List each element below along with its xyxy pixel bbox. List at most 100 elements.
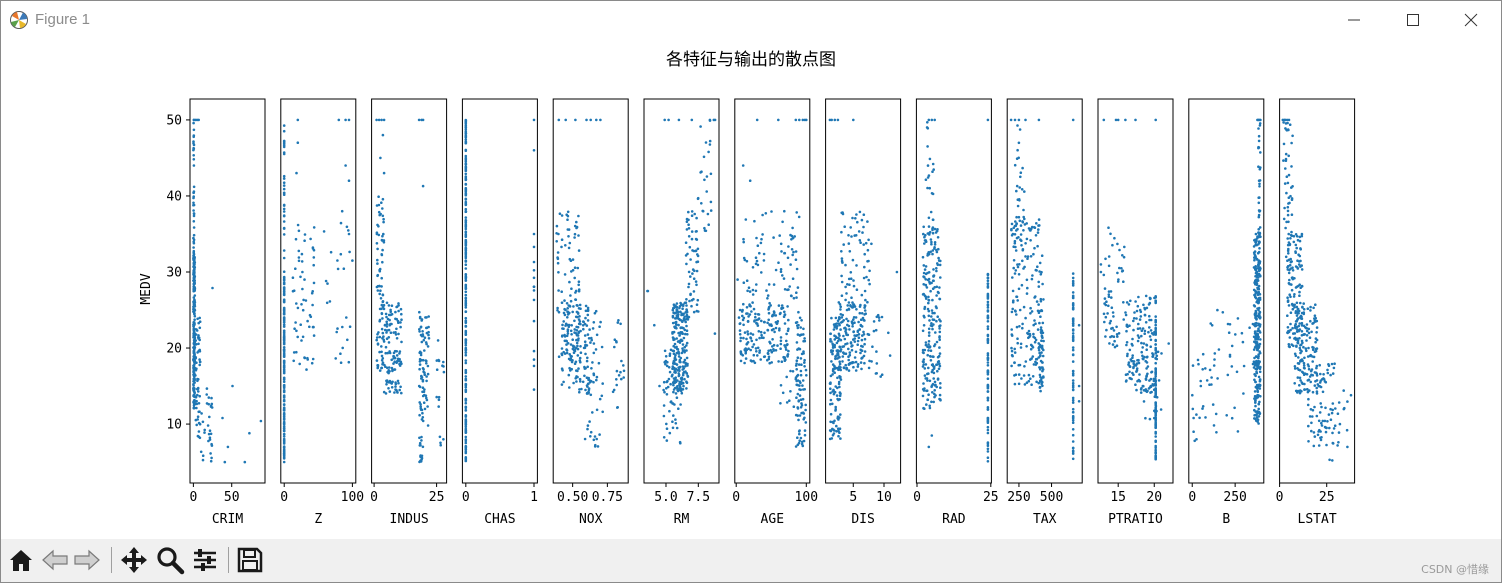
data-point bbox=[744, 218, 748, 221]
data-point bbox=[556, 257, 560, 261]
data-point bbox=[691, 272, 694, 275]
data-point bbox=[1017, 373, 1021, 376]
close-button[interactable] bbox=[1448, 1, 1494, 39]
data-point bbox=[1107, 293, 1111, 296]
data-point bbox=[1154, 420, 1157, 424]
data-point bbox=[853, 321, 856, 325]
data-point bbox=[925, 403, 928, 406]
data-point bbox=[678, 380, 681, 384]
data-point bbox=[755, 236, 758, 240]
data-point bbox=[596, 445, 600, 448]
data-point bbox=[1010, 228, 1013, 232]
data-point bbox=[986, 390, 990, 393]
data-point bbox=[767, 311, 771, 315]
data-point bbox=[1299, 314, 1303, 318]
data-point bbox=[935, 294, 938, 297]
back-button[interactable] bbox=[40, 545, 70, 575]
data-point bbox=[681, 365, 685, 368]
forward-button[interactable] bbox=[72, 545, 102, 575]
data-point bbox=[1031, 274, 1034, 277]
data-point bbox=[197, 321, 200, 325]
data-point bbox=[924, 178, 928, 181]
data-point bbox=[1235, 370, 1239, 374]
data-point bbox=[1071, 421, 1075, 425]
data-point bbox=[562, 311, 566, 315]
data-point bbox=[574, 377, 577, 380]
data-point bbox=[1288, 243, 1292, 247]
configure-button[interactable] bbox=[190, 545, 220, 575]
title-bar[interactable]: Figure 1 bbox=[1, 1, 1501, 39]
data-point bbox=[678, 334, 681, 337]
data-point bbox=[282, 359, 286, 363]
data-point bbox=[437, 405, 441, 408]
data-point bbox=[1154, 301, 1157, 304]
data-point bbox=[464, 176, 468, 180]
data-point bbox=[767, 357, 771, 361]
data-point bbox=[662, 414, 666, 418]
data-point bbox=[193, 314, 197, 318]
data-point bbox=[1291, 269, 1295, 272]
minimize-button[interactable] bbox=[1331, 1, 1377, 39]
data-point bbox=[681, 313, 685, 317]
home-button[interactable] bbox=[6, 545, 36, 575]
data-point bbox=[800, 404, 804, 407]
data-point bbox=[927, 445, 931, 449]
data-point bbox=[1153, 378, 1156, 382]
data-point bbox=[569, 299, 573, 303]
data-point bbox=[570, 355, 573, 358]
data-point bbox=[1029, 347, 1033, 351]
data-point bbox=[1071, 272, 1075, 275]
data-point bbox=[1154, 430, 1157, 434]
x-axis-label: DIS bbox=[851, 512, 874, 527]
data-point bbox=[757, 318, 760, 321]
plot-canvas[interactable]: 各特征与输出的散点图 MEDV 0 50 CRIM 10 20 30 40 50 0 100 Z 0 2… bbox=[1, 39, 1501, 539]
data-point bbox=[1305, 329, 1309, 333]
data-point bbox=[756, 346, 760, 350]
data-point bbox=[591, 327, 595, 330]
data-point bbox=[841, 355, 845, 358]
save-button[interactable] bbox=[235, 545, 265, 575]
data-point bbox=[380, 276, 384, 280]
data-point bbox=[1302, 366, 1306, 370]
data-point bbox=[677, 355, 681, 358]
data-point bbox=[192, 118, 196, 122]
data-point bbox=[1290, 213, 1294, 216]
data-point bbox=[418, 310, 421, 314]
data-point bbox=[935, 363, 939, 366]
data-point bbox=[801, 379, 805, 382]
data-point bbox=[576, 344, 579, 348]
data-point bbox=[870, 360, 873, 363]
data-point bbox=[1029, 229, 1032, 232]
data-point bbox=[1141, 384, 1145, 388]
data-point bbox=[282, 298, 286, 302]
data-point bbox=[1303, 356, 1306, 360]
data-point bbox=[1291, 185, 1294, 188]
data-point bbox=[378, 319, 382, 323]
panel-frame bbox=[280, 98, 357, 484]
data-point bbox=[1258, 370, 1262, 374]
data-point bbox=[1256, 118, 1259, 122]
data-point bbox=[1327, 363, 1330, 366]
data-point bbox=[1297, 356, 1300, 359]
data-point bbox=[392, 362, 395, 365]
data-point bbox=[419, 405, 423, 408]
data-point bbox=[613, 345, 616, 349]
data-point bbox=[380, 359, 384, 362]
data-point bbox=[677, 323, 680, 327]
pan-button[interactable] bbox=[119, 545, 149, 575]
data-point bbox=[193, 258, 196, 261]
data-point bbox=[778, 312, 782, 316]
data-point bbox=[532, 118, 536, 122]
data-point bbox=[377, 233, 381, 237]
data-point bbox=[851, 258, 855, 262]
maximize-button[interactable] bbox=[1390, 1, 1436, 39]
data-point bbox=[385, 320, 389, 324]
data-point bbox=[750, 339, 754, 343]
data-point bbox=[566, 332, 570, 335]
zoom-button[interactable] bbox=[155, 545, 185, 575]
data-point bbox=[336, 259, 339, 262]
data-point bbox=[854, 350, 858, 354]
data-point bbox=[1128, 324, 1131, 328]
data-point bbox=[600, 394, 604, 398]
data-point bbox=[1259, 267, 1262, 270]
